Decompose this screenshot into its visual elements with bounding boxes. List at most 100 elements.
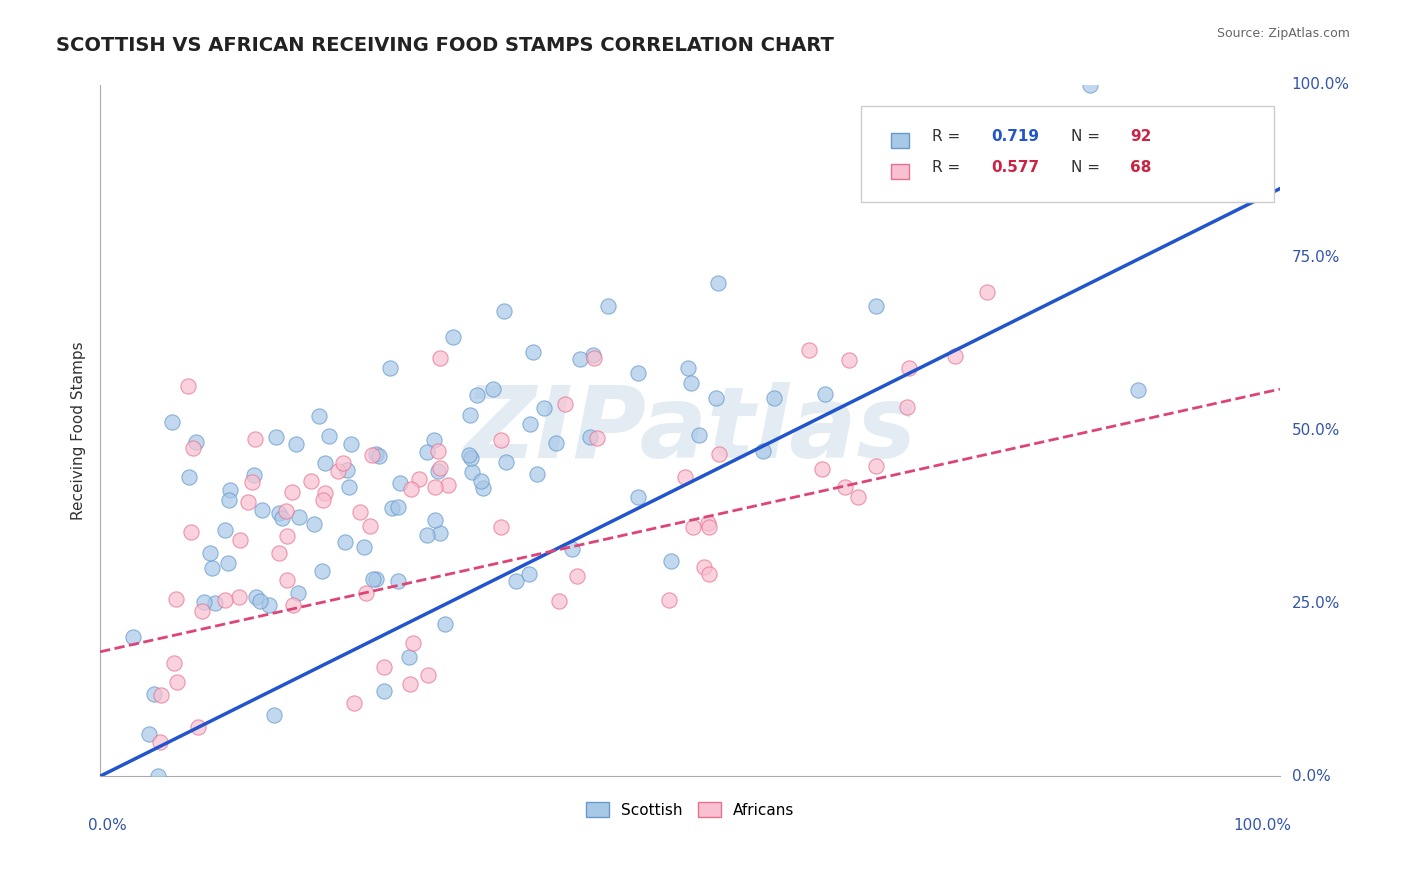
Point: [198, 546, 221, 560]
Point: [495, 455, 517, 469]
Text: R =: R =: [932, 129, 965, 145]
Text: 0.0%: 0.0%: [89, 818, 127, 832]
Point: [526, 467, 548, 482]
Point: [287, 586, 309, 600]
Point: [554, 397, 576, 411]
Point: [378, 361, 401, 376]
Point: [121, 630, 143, 644]
Point: [242, 468, 264, 483]
Text: ZIPatlas: ZIPatlas: [464, 382, 917, 479]
Point: [359, 518, 381, 533]
Point: [519, 417, 541, 431]
Point: [398, 650, 420, 665]
Point: [425, 513, 447, 527]
Point: [943, 349, 966, 363]
Point: [578, 430, 600, 444]
Point: [336, 463, 359, 477]
FancyBboxPatch shape: [890, 164, 908, 179]
Point: [240, 475, 263, 490]
Point: [191, 604, 214, 618]
Point: [865, 299, 887, 313]
Text: 25.0%: 25.0%: [1292, 596, 1340, 611]
Point: [218, 483, 240, 497]
Point: [160, 415, 183, 429]
Point: [707, 276, 730, 290]
Point: [704, 391, 727, 405]
Point: [505, 574, 527, 588]
FancyBboxPatch shape: [860, 105, 1274, 202]
Point: [229, 533, 252, 547]
Point: [193, 594, 215, 608]
Point: [245, 590, 267, 604]
Text: 92: 92: [1130, 129, 1152, 145]
Point: [492, 303, 515, 318]
Point: [676, 360, 699, 375]
Point: [381, 501, 404, 516]
Point: [598, 300, 620, 314]
Point: [429, 351, 451, 365]
Point: [659, 554, 682, 568]
Point: [838, 353, 860, 368]
Point: [1126, 384, 1149, 398]
Point: [976, 285, 998, 300]
Point: [337, 480, 360, 494]
Point: [149, 734, 172, 748]
Point: [284, 436, 307, 450]
Text: 0.577: 0.577: [991, 161, 1039, 176]
Point: [398, 676, 420, 690]
Text: 100.0%: 100.0%: [1292, 78, 1350, 93]
Point: [460, 451, 482, 466]
Point: [314, 485, 336, 500]
Point: [312, 493, 335, 508]
Point: [326, 464, 349, 478]
Point: [276, 503, 298, 517]
Text: 0.0%: 0.0%: [1292, 769, 1330, 784]
Point: [548, 594, 571, 608]
Point: [218, 493, 240, 508]
Point: [681, 376, 703, 391]
Point: [181, 442, 204, 456]
Point: [177, 470, 200, 484]
Point: [586, 431, 609, 445]
Point: [865, 458, 887, 473]
Point: [252, 502, 274, 516]
Point: [270, 511, 292, 525]
Text: SCOTTISH VS AFRICAN RECEIVING FOOD STAMPS CORRELATION CHART: SCOTTISH VS AFRICAN RECEIVING FOOD STAMP…: [56, 36, 834, 54]
Point: [627, 366, 650, 380]
Point: [416, 527, 439, 541]
Text: R =: R =: [932, 161, 965, 176]
Point: [810, 462, 832, 476]
Point: [402, 636, 425, 650]
Point: [299, 475, 322, 489]
Point: [898, 361, 921, 376]
Point: [426, 464, 449, 478]
Point: [658, 592, 681, 607]
Point: [283, 598, 305, 612]
Point: [460, 465, 482, 479]
Point: [489, 520, 512, 534]
Point: [429, 526, 451, 541]
Point: [429, 461, 451, 475]
Point: [243, 432, 266, 446]
Point: [165, 591, 187, 606]
Point: [388, 475, 411, 490]
Point: [187, 720, 209, 734]
Point: [264, 430, 287, 444]
Point: [214, 592, 236, 607]
Text: 50.0%: 50.0%: [1292, 423, 1340, 438]
Point: [201, 561, 224, 575]
Point: [544, 436, 567, 450]
Point: [517, 567, 540, 582]
Point: [373, 684, 395, 698]
Point: [458, 408, 481, 422]
Point: [343, 696, 366, 710]
Point: [138, 727, 160, 741]
Text: N =: N =: [1071, 161, 1105, 176]
Point: [339, 437, 361, 451]
Text: 100.0%: 100.0%: [1233, 818, 1292, 832]
Point: [269, 506, 291, 520]
Point: [814, 387, 837, 401]
Point: [177, 378, 200, 392]
Point: [180, 524, 202, 539]
Point: [846, 490, 869, 504]
